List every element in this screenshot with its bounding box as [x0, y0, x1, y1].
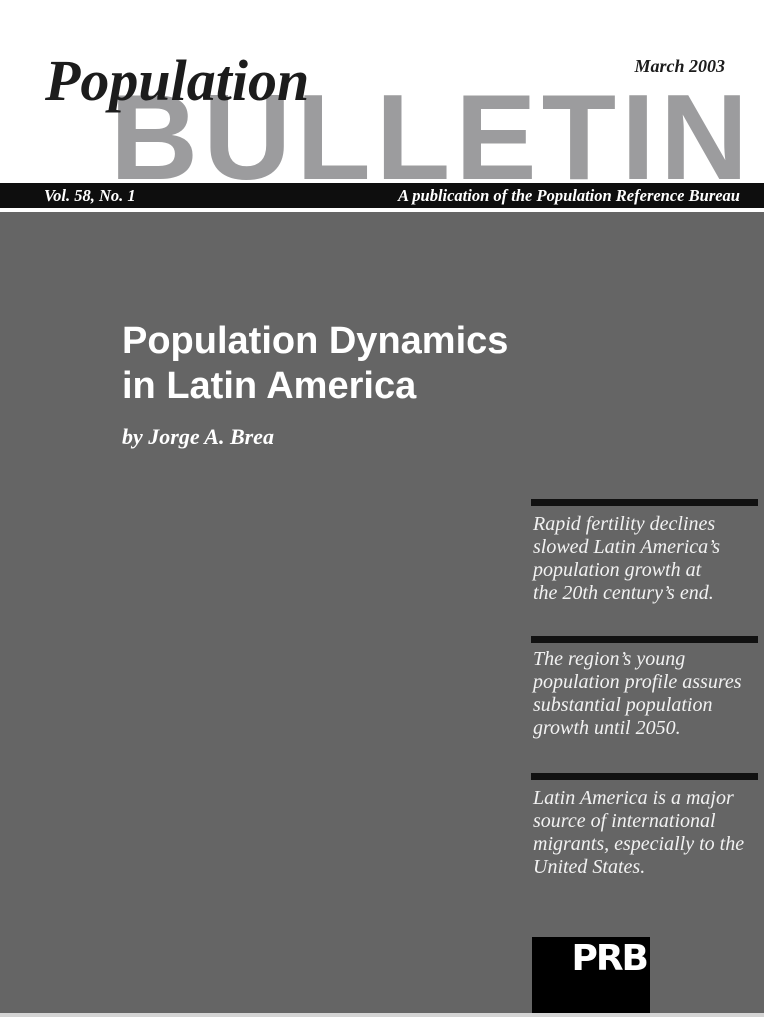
- callout-rule-2: [531, 636, 758, 643]
- callout-2-line-1: The region’s young: [533, 648, 686, 670]
- bottom-edge-strip: [0, 1013, 764, 1017]
- callout-1-line-2: slowed Latin America’s: [533, 536, 721, 558]
- masthead-bulletin-wordmark: BULLETIN: [110, 69, 754, 205]
- issue-date: March 2003: [634, 56, 725, 76]
- cover-body: Population Dynamics in Latin America by …: [0, 212, 764, 1013]
- prb-logo-icon: PRB: [571, 938, 649, 979]
- article-title: Population Dynamics in Latin America: [122, 319, 508, 409]
- callout-3-line-1: Latin America is a major: [533, 787, 734, 809]
- prb-logo-box: PRB: [532, 937, 650, 1013]
- callout-rule-3: [531, 773, 758, 780]
- callout-3-line-4: United States.: [533, 856, 646, 878]
- publisher-line: A publication of the Population Referenc…: [398, 185, 740, 205]
- masthead-population-wordmark: Population: [45, 48, 310, 113]
- callout-1-line-3: population growth at: [533, 559, 702, 581]
- callout-3: Latin America is a major source of inter…: [533, 787, 764, 879]
- callout-rule-1: [531, 499, 758, 506]
- callout-1-line-4: the 20th century’s end.: [533, 582, 714, 604]
- callout-3-line-3: migrants, especially to the: [533, 833, 745, 855]
- callout-2-line-3: substantial population: [533, 694, 713, 716]
- callout-2-line-2: population profile assures: [533, 671, 742, 693]
- byline: by Jorge A. Brea: [122, 424, 274, 449]
- article-title-line-2: in Latin America: [122, 365, 417, 407]
- callout-1: Rapid fertility declines slowed Latin Am…: [533, 513, 764, 605]
- callout-3-line-2: source of international: [533, 810, 716, 832]
- callout-1-line-1: Rapid fertility declines: [533, 513, 716, 535]
- callout-2: The region’s young population profile as…: [533, 648, 764, 740]
- callout-2-line-4: growth until 2050.: [533, 717, 681, 739]
- volume-bar: Vol. 58, No. 1 A publication of the Popu…: [0, 183, 764, 208]
- article-title-line-1: Population Dynamics: [122, 320, 509, 362]
- volume-number: Vol. 58, No. 1: [44, 185, 136, 205]
